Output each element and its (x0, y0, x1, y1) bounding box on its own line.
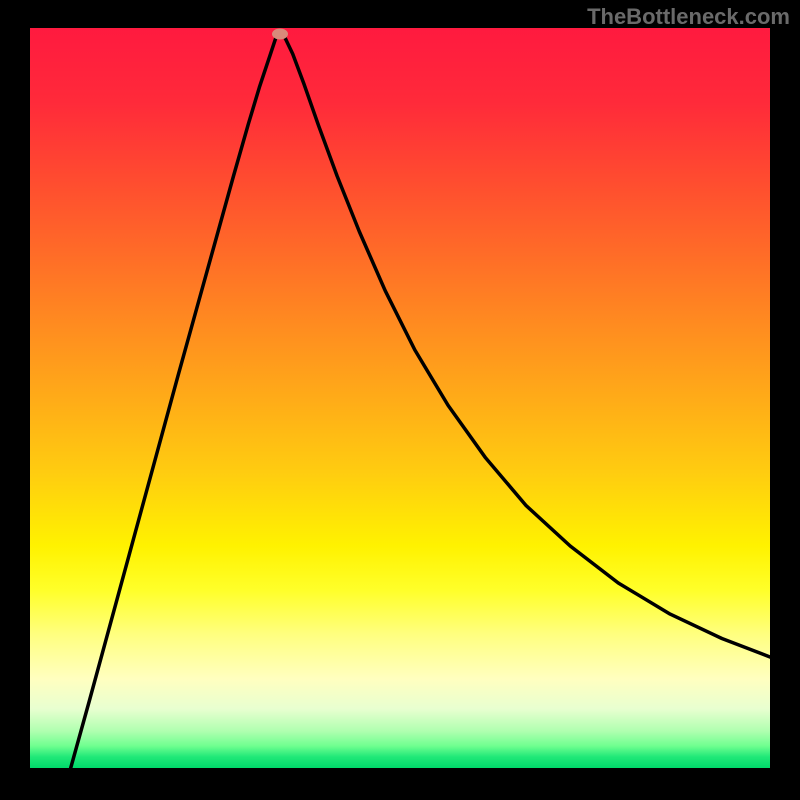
bottleneck-curve (30, 28, 770, 768)
plot-area (30, 28, 770, 768)
minimum-marker (272, 28, 288, 39)
watermark-text: TheBottleneck.com (587, 4, 790, 30)
